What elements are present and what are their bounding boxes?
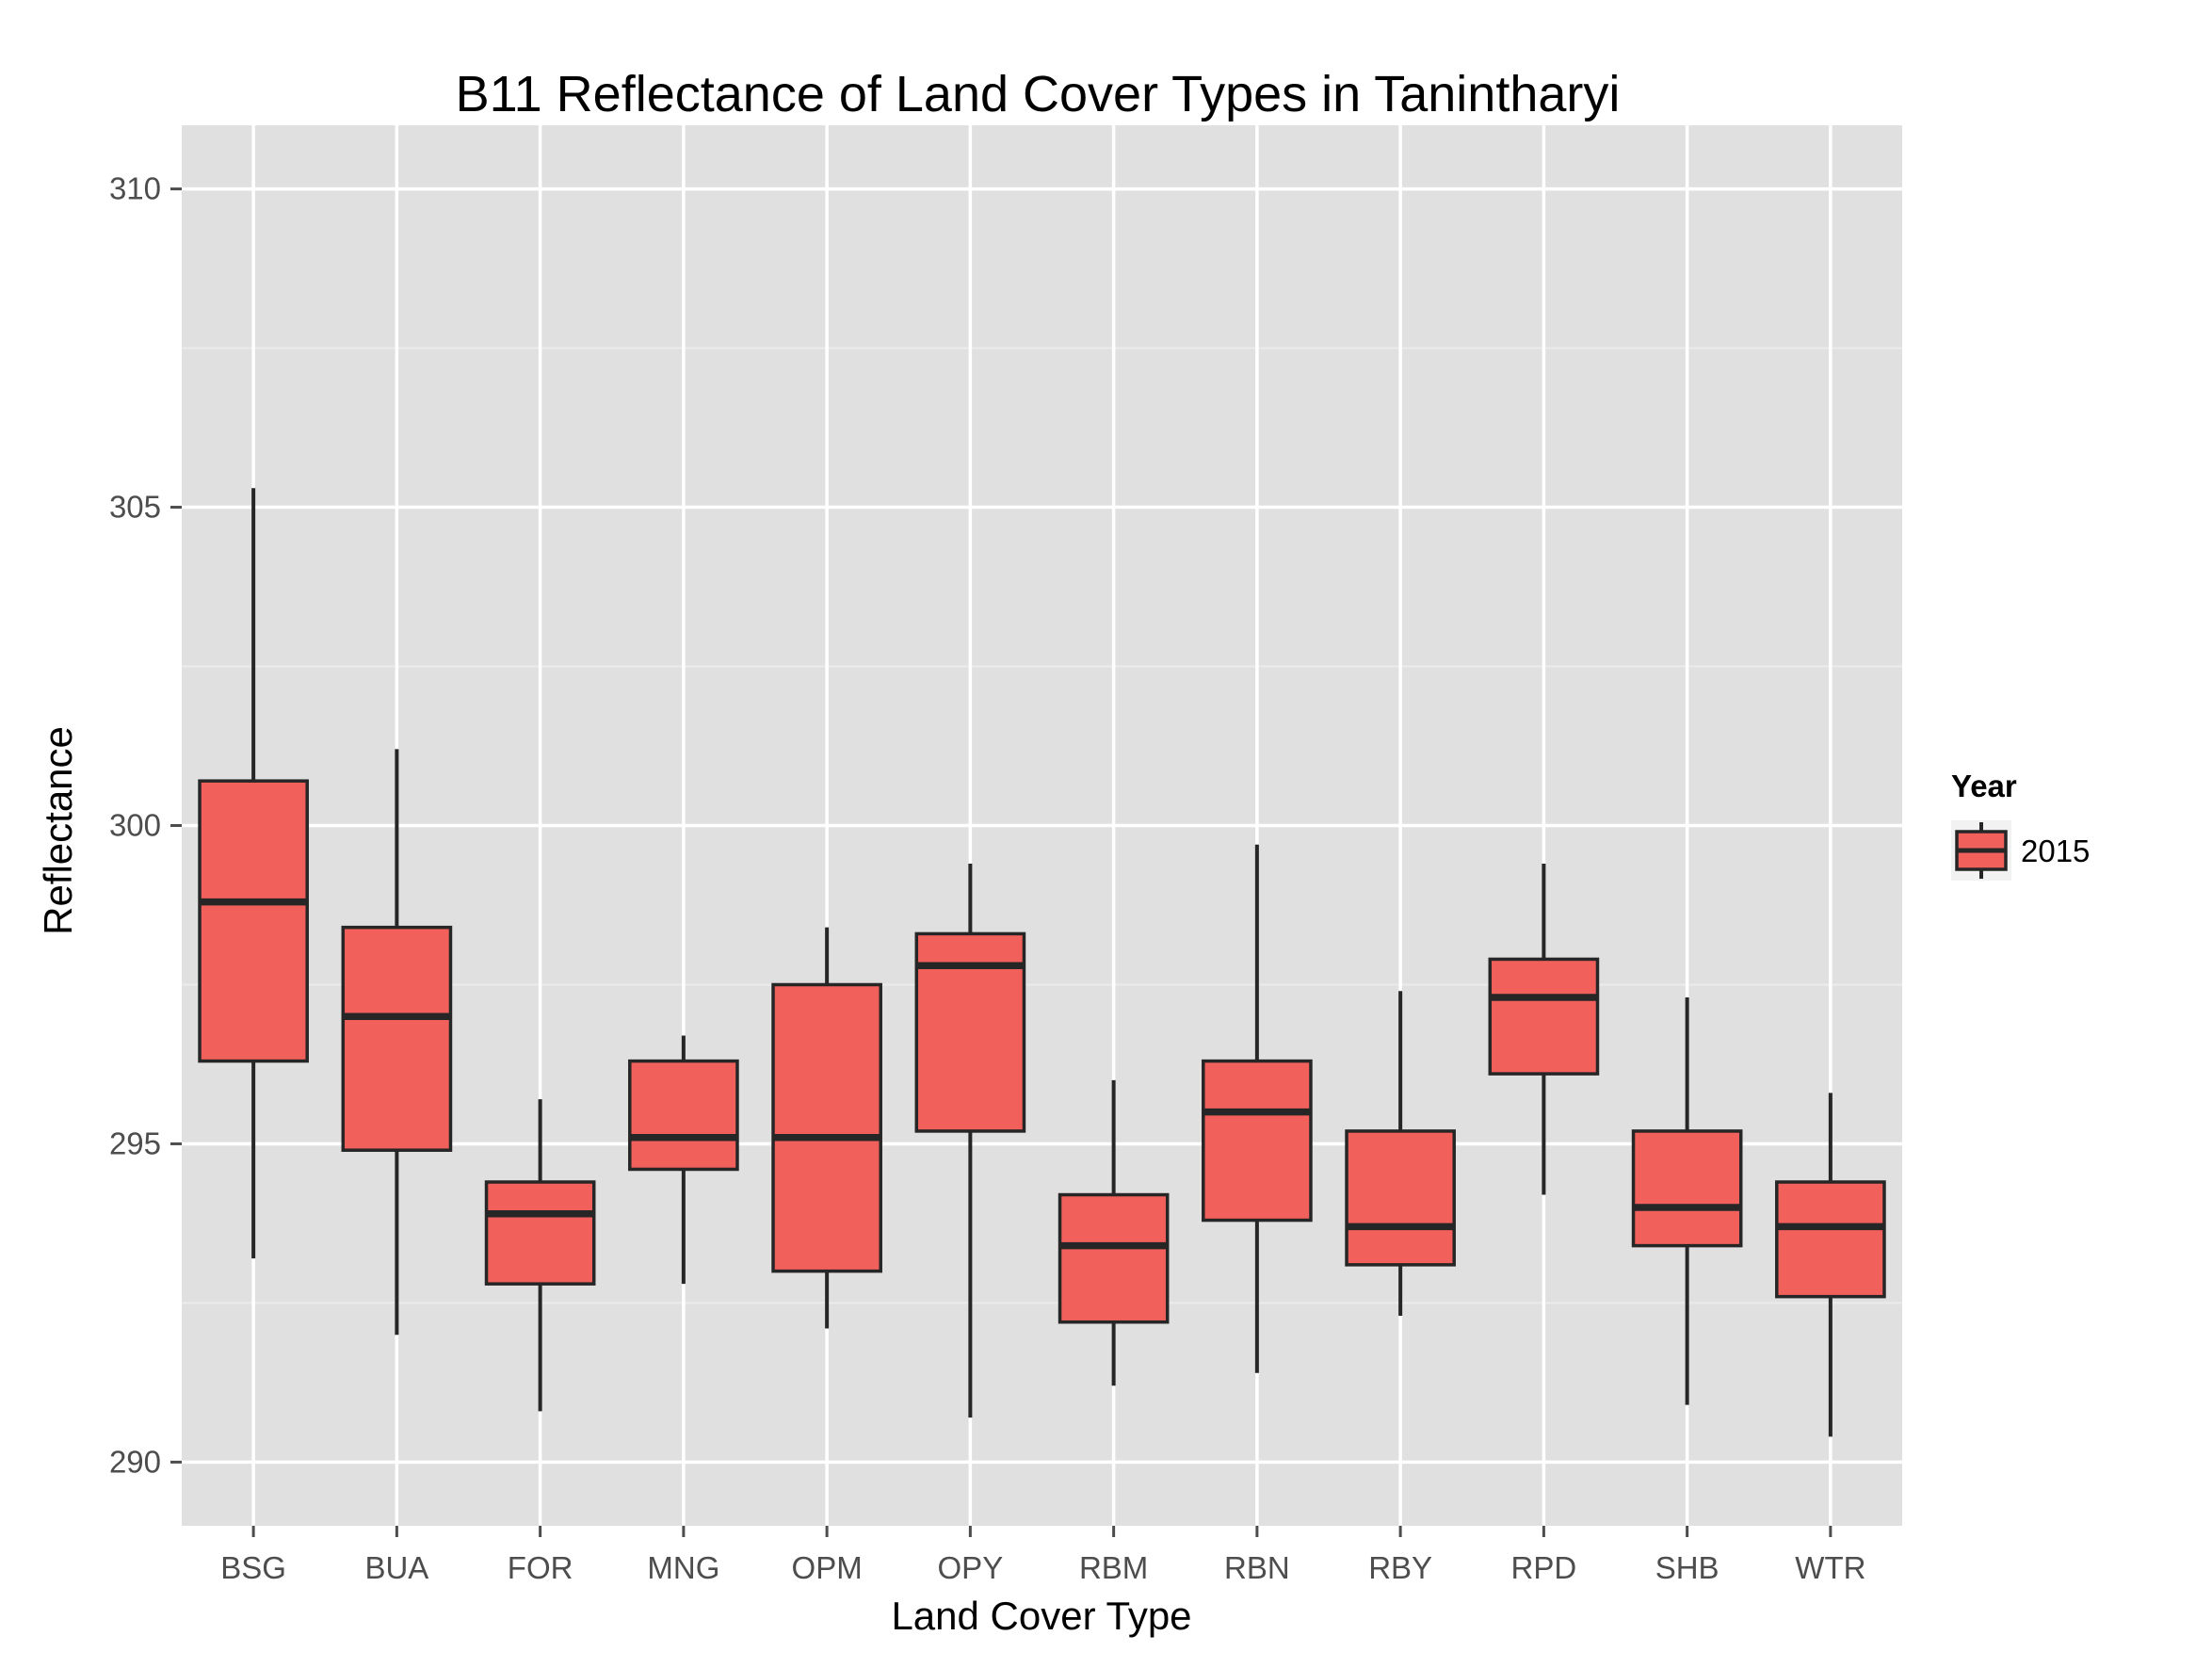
box-iqr bbox=[198, 779, 309, 1063]
box-bsg bbox=[198, 488, 309, 1259]
y-tick-label: 310 bbox=[109, 171, 161, 206]
legend-key bbox=[1951, 820, 2011, 881]
legend: Year 2015 bbox=[1951, 769, 2090, 881]
box-iqr bbox=[1775, 1180, 1886, 1299]
box-rbm bbox=[1058, 1079, 1170, 1386]
y-tick-label: 305 bbox=[109, 490, 161, 525]
x-tick-label: MNG bbox=[647, 1550, 719, 1585]
legend-label: 2015 bbox=[2021, 834, 2090, 868]
x-tick-label: RBY bbox=[1368, 1550, 1432, 1585]
legend-title: Year bbox=[1951, 769, 2017, 803]
x-axis-title: Land Cover Type bbox=[891, 1594, 1191, 1638]
x-tick-label: SHB bbox=[1655, 1550, 1720, 1585]
box-mng bbox=[628, 1035, 739, 1285]
x-tick-label: OPM bbox=[792, 1550, 863, 1585]
y-axis-title: Reflectance bbox=[36, 726, 80, 935]
x-tick-label: BUA bbox=[364, 1550, 428, 1585]
box-iqr bbox=[1202, 1059, 1313, 1223]
x-axis: BSG BUA FOR MNG OPM OPY RBM RBN RBY RPD SHB WTR bbox=[220, 1526, 1865, 1585]
box-iqr bbox=[484, 1180, 596, 1286]
x-tick-label: WTR bbox=[1795, 1550, 1865, 1585]
box-iqr bbox=[628, 1059, 739, 1172]
box-iqr bbox=[1345, 1129, 1456, 1267]
box-wtr bbox=[1775, 1093, 1886, 1437]
x-tick-label: BSG bbox=[220, 1550, 286, 1585]
x-tick-label: FOR bbox=[508, 1550, 573, 1585]
x-tick-label: RBM bbox=[1079, 1550, 1148, 1585]
box-iqr bbox=[341, 925, 453, 1152]
box-bua bbox=[341, 749, 453, 1336]
box-for bbox=[484, 1099, 596, 1412]
boxes bbox=[198, 488, 1886, 1437]
box-shb bbox=[1631, 996, 1743, 1405]
box-iqr bbox=[771, 982, 882, 1273]
box-iqr bbox=[1631, 1129, 1743, 1248]
box-iqr bbox=[1488, 957, 1600, 1076]
x-tick-label: OPY bbox=[938, 1550, 1004, 1585]
box-rpd bbox=[1488, 864, 1600, 1195]
box-rbn bbox=[1202, 844, 1313, 1373]
x-tick-label: RPD bbox=[1511, 1550, 1577, 1585]
y-tick-label: 290 bbox=[109, 1444, 161, 1479]
box-opy bbox=[914, 864, 1026, 1418]
y-tick-label: 300 bbox=[109, 808, 161, 843]
chart-title: B11 Reflectance of Land Cover Types in T… bbox=[456, 66, 1621, 122]
box-rby bbox=[1345, 991, 1456, 1316]
y-axis: 290 295 300 305 310 bbox=[109, 171, 182, 1479]
box-iqr bbox=[1058, 1192, 1170, 1324]
y-tick-label: 295 bbox=[109, 1125, 161, 1160]
x-tick-label: RBN bbox=[1224, 1550, 1290, 1585]
box-opm bbox=[771, 927, 882, 1329]
